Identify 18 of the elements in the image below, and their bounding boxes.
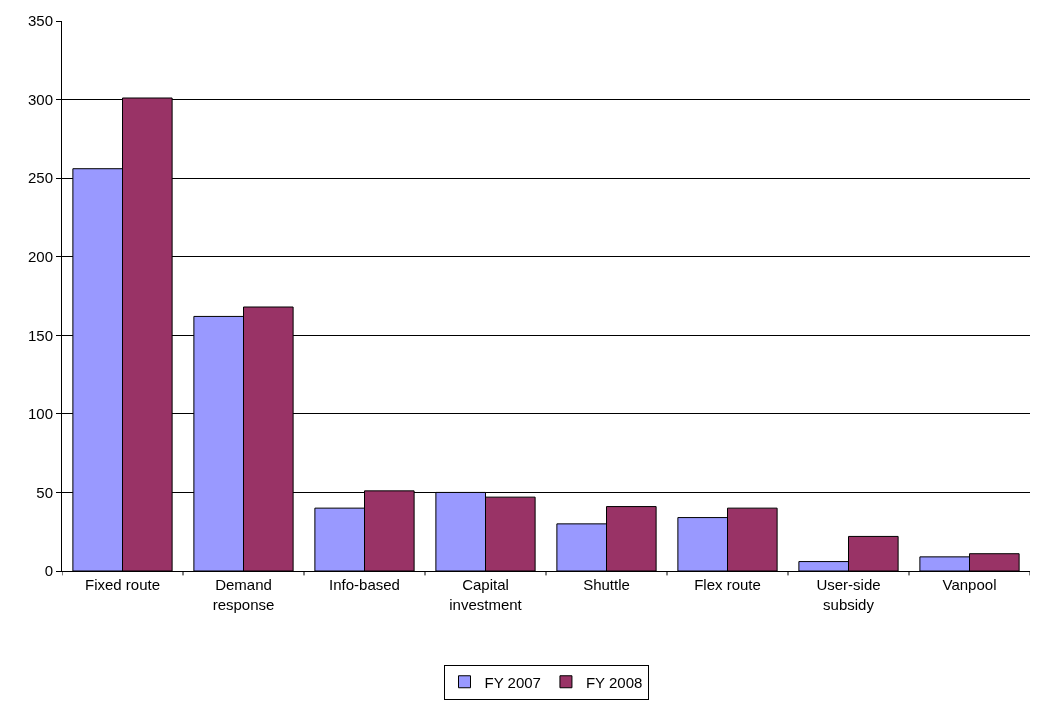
y-tick-label: 0 (44, 562, 53, 580)
y-tick-label: 100 (27, 405, 53, 423)
y-tick-label: 50 (36, 483, 53, 501)
legend-label: FY 2007 (484, 673, 541, 691)
x-tick-label: Flex route (694, 576, 761, 593)
y-tick-label: 250 (27, 169, 53, 187)
x-tick-label: Fixed route (84, 576, 161, 593)
y-tick-label: 350 (27, 12, 53, 30)
x-tick-label: User-side subsidy (816, 576, 881, 613)
y-tick-label: 300 (27, 90, 53, 108)
x-tick-label: Capital investment (449, 576, 523, 613)
y-tick-label: 200 (27, 247, 53, 265)
x-tick-label: Shuttle (583, 576, 630, 593)
x-tick-label: Vanpool (942, 576, 997, 593)
x-tick-label: Demand response (212, 576, 275, 613)
x-tick-label: Info-based (329, 576, 400, 593)
y-tick-label: 150 (27, 326, 53, 344)
legend-label: FY 2008 (585, 673, 643, 691)
